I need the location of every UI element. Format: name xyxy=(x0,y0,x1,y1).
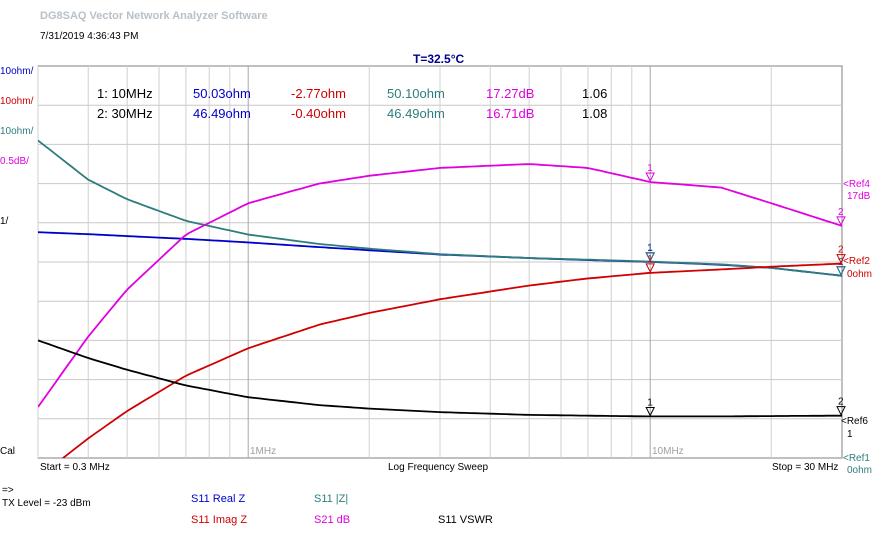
marker-1-triangle xyxy=(645,406,656,417)
ref1-value: 0ohm xyxy=(847,465,873,476)
marker-1-number: 1 xyxy=(647,163,653,174)
marker-1-triangle xyxy=(645,252,656,262)
marker-1-absz: 50.10ohm xyxy=(387,86,445,101)
ref2-label: <Ref2 xyxy=(843,256,870,267)
timestamp: 7/31/2019 4:36:43 PM xyxy=(40,31,139,42)
marker-1-number: 1 xyxy=(647,243,653,254)
marker-2-triangle xyxy=(836,254,846,264)
marker-2-vswr: 1.08 xyxy=(582,106,608,121)
marker-1-real: 50.03ohm xyxy=(193,86,251,101)
marker-2-imag: -0.40ohm xyxy=(291,106,346,121)
legend-abs-z[interactable]: S11 |Z| xyxy=(314,493,349,505)
marker-2-s21: 16.71dB xyxy=(486,106,535,121)
marker-2-real: 46.49ohm xyxy=(193,106,251,121)
marker-2-freq: 2: 30MHz xyxy=(97,106,153,121)
scale-imag-z: 10ohm/ xyxy=(0,96,34,107)
marker-2-number: 2 xyxy=(838,397,844,408)
cal-label: Cal xyxy=(0,446,16,457)
marker-1-vswr: 1.06 xyxy=(582,86,608,101)
scale-abs-z: 10ohm/ xyxy=(0,126,34,137)
marker-1-triangle xyxy=(645,263,656,273)
scale-s21: 0.5dB/ xyxy=(0,156,29,167)
marker-2-triangle xyxy=(836,406,846,416)
ref4-label: <Ref4 xyxy=(843,179,870,190)
marker-1-imag: -2.77ohm xyxy=(291,86,346,101)
legend-s21[interactable]: S21 dB xyxy=(314,514,351,526)
trace-s21-db xyxy=(38,163,842,408)
legend-vswr[interactable]: S11 VSWR xyxy=(438,514,493,526)
sweep-start: Start = 0.3 MHz xyxy=(40,462,110,473)
tx-level: TX Level = -23 dBm xyxy=(2,498,91,509)
marker-1-number: 1 xyxy=(647,397,653,408)
scale-vswr: 1/ xyxy=(0,216,9,227)
marker-1-freq: 1: 10MHz xyxy=(97,86,153,101)
marker-2-number: 2 xyxy=(838,245,844,256)
tick-1mhz: 1MHz xyxy=(250,446,277,457)
marker-2-triangle xyxy=(836,266,846,276)
ref1-label: <Ref1 xyxy=(843,453,870,464)
marker-2-triangle xyxy=(836,266,846,276)
marker-1-triangle xyxy=(645,172,656,183)
sweep-mode: Log Frequency Sweep xyxy=(388,462,489,473)
ref6-label: <Ref6 xyxy=(841,416,868,427)
ref2-value: 0ohm xyxy=(847,269,873,280)
marker-1-number: 1 xyxy=(647,243,653,254)
ref4-value: 17dB xyxy=(847,191,871,202)
tx-arrow: => xyxy=(2,485,14,496)
marker-1-number: 1 xyxy=(647,254,653,265)
marker-2-number: 2 xyxy=(838,207,844,218)
marker-1-s21: 17.27dB xyxy=(486,86,535,101)
trace-s11-vswr xyxy=(38,339,842,418)
trace-s11-z- xyxy=(38,139,842,277)
tick-10mhz: 10MHz xyxy=(652,446,684,457)
scale-real-z: 10ohm/ xyxy=(0,66,34,77)
trace-s11-imag-z xyxy=(61,262,842,458)
temperature-readout: T=32.5°C xyxy=(413,52,465,66)
app-title: DG8SAQ Vector Network Analyzer Software xyxy=(40,10,268,22)
legend-imag-z[interactable]: S11 Imag Z xyxy=(191,514,248,526)
marker-2-absz: 46.49ohm xyxy=(387,106,445,121)
sweep-stop: Stop = 30 MHz xyxy=(772,462,839,473)
marker-2-triangle xyxy=(836,216,846,227)
ref6-value: 1 xyxy=(847,429,853,440)
legend-real-z[interactable]: S11 Real Z xyxy=(191,493,246,505)
